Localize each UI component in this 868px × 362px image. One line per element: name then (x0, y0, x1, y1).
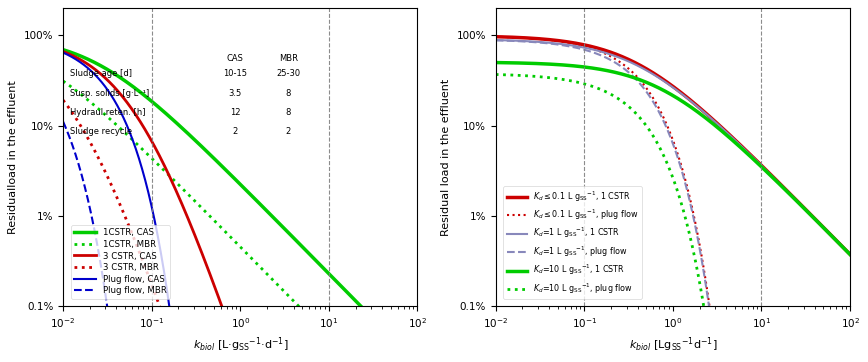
1CSTR, CAS (326, 274, 337, 279)
Line: $K_d$$\leq$0.1 L g$_\mathregular{SS}$$^{-1}$, plug flow: $K_d$$\leq$0.1 L g$_\mathregular{SS}$$^{… (496, 37, 850, 362)
$K_d$$\leq$0.1 L g$_\mathregular{SS}$$^{-1}$, plug flow (696, 253, 707, 257)
$K_d$=10 L g$_\mathregular{SS}$$^{-1}$, 1 CSTR (845, 252, 855, 257)
Plug flow, MBR (58, 119, 69, 124)
Line: $K_d$=10 L g$_\mathregular{SS}$$^{-1}$, 1 CSTR: $K_d$=10 L g$_\mathregular{SS}$$^{-1}$, … (496, 63, 850, 254)
Y-axis label: Residualload in the effluent: Residualload in the effluent (9, 80, 18, 234)
Line: Plug flow, MBR: Plug flow, MBR (63, 122, 418, 362)
Line: 3 CSTR, CAS: 3 CSTR, CAS (63, 51, 418, 362)
Line: $K_d$$\leq$0.1 L g$_\mathregular{SS}$$^{-1}$, 1 CSTR: $K_d$$\leq$0.1 L g$_\mathregular{SS}$$^{… (496, 37, 850, 254)
Text: Sludge recycle: Sludge recycle (70, 127, 132, 136)
$K_d$=10 L g$_\mathregular{SS}$$^{-1}$, 1 CSTR (696, 113, 707, 117)
Legend: $K_d$$\leq$0.1 L g$_\mathregular{SS}$$^{-1}$, 1 CSTR, $K_d$$\leq$0.1 L g$_\mathr: $K_d$$\leq$0.1 L g$_\mathregular{SS}$$^{… (503, 186, 641, 299)
Plug flow, CAS (58, 50, 69, 55)
Line: Plug flow, CAS: Plug flow, CAS (63, 52, 418, 362)
Text: 8: 8 (286, 89, 291, 98)
Line: 3 CSTR, MBR: 3 CSTR, MBR (63, 100, 418, 362)
$K_d$=10 L g$_\mathregular{SS}$$^{-1}$, plug flow (696, 291, 707, 295)
$K_d$$\leq$0.1 L g$_\mathregular{SS}$$^{-1}$, 1 CSTR (716, 125, 727, 130)
$K_d$$\leq$0.1 L g$_\mathregular{SS}$$^{-1}$, 1 CSTR (706, 115, 716, 120)
$K_d$$\leq$0.1 L g$_\mathregular{SS}$$^{-1}$, 1 CSTR (512, 35, 523, 39)
$K_d$$\leq$0.1 L g$_\mathregular{SS}$$^{-1}$, plug flow (706, 313, 716, 317)
$K_d$=1 L g$_\mathregular{SS}$$^{-1}$, 1 CSTR (716, 126, 727, 130)
Line: 1CSTR, CAS: 1CSTR, CAS (63, 50, 418, 362)
3 CSTR, MBR (58, 98, 69, 102)
Text: 10-15: 10-15 (223, 70, 247, 78)
Line: $K_d$=10 L g$_\mathregular{SS}$$^{-1}$, plug flow: $K_d$=10 L g$_\mathregular{SS}$$^{-1}$, … (496, 75, 850, 362)
$K_d$=10 L g$_\mathregular{SS}$$^{-1}$, plug flow (490, 72, 501, 77)
1CSTR, MBR (284, 294, 294, 298)
1CSTR, CAS (58, 47, 69, 52)
1CSTR, CAS (264, 211, 274, 215)
Plug flow, MBR (80, 185, 90, 189)
1CSTR, MBR (264, 274, 274, 278)
$K_d$=1 L g$_\mathregular{SS}$$^{-1}$, 1 CSTR (796, 202, 806, 207)
Text: 12: 12 (230, 108, 240, 117)
$K_d$=1 L g$_\mathregular{SS}$$^{-1}$, 1 CSTR (696, 108, 707, 112)
3 CSTR, CAS (80, 60, 90, 64)
1CSTR, CAS (363, 312, 373, 316)
Text: Sludge age [d]: Sludge age [d] (70, 70, 132, 78)
Text: Hydraul.reten. [h]: Hydraul.reten. [h] (70, 108, 146, 117)
$K_d$=10 L g$_\mathregular{SS}$$^{-1}$, 1 CSTR (512, 61, 523, 65)
Plug flow, CAS (80, 63, 90, 68)
$K_d$$\leq$0.1 L g$_\mathregular{SS}$$^{-1}$, plug flow (512, 35, 523, 40)
$K_d$=1 L g$_\mathregular{SS}$$^{-1}$, plug flow (706, 317, 716, 321)
Legend: 1CSTR, CAS, 1CSTR, MBR, 3 CSTR, CAS, 3 CSTR, MBR, Plug flow, CAS, Plug flow, MBR: 1CSTR, CAS, 1CSTR, MBR, 3 CSTR, CAS, 3 C… (71, 225, 170, 299)
1CSTR, CAS (284, 231, 294, 235)
1CSTR, MBR (58, 79, 69, 83)
Y-axis label: Residual load in the effluent: Residual load in the effluent (441, 79, 451, 236)
X-axis label: $k_{biol}$ [Lg$_\mathregular{SS}$$^{-1}$d$^{-1}$]: $k_{biol}$ [Lg$_\mathregular{SS}$$^{-1}$… (628, 335, 717, 354)
$K_d$=10 L g$_\mathregular{SS}$$^{-1}$, 1 CSTR (716, 129, 727, 133)
Text: CAS: CAS (227, 54, 243, 63)
1CSTR, MBR (326, 338, 337, 342)
$K_d$=10 L g$_\mathregular{SS}$$^{-1}$, 1 CSTR (490, 60, 501, 65)
1CSTR, CAS (273, 220, 284, 224)
$K_d$=1 L g$_\mathregular{SS}$$^{-1}$, 1 CSTR (490, 38, 501, 42)
$K_d$=1 L g$_\mathregular{SS}$$^{-1}$, plug flow (490, 38, 501, 42)
$K_d$=1 L g$_\mathregular{SS}$$^{-1}$, plug flow (512, 39, 523, 43)
Text: Susp. solids [g·L⁻¹]: Susp. solids [g·L⁻¹] (70, 89, 149, 98)
1CSTR, CAS (80, 56, 90, 60)
Text: 25-30: 25-30 (276, 70, 300, 78)
Text: 3.5: 3.5 (228, 89, 241, 98)
$K_d$=10 L g$_\mathregular{SS}$$^{-1}$, plug flow (706, 351, 716, 355)
Text: MBR: MBR (279, 54, 298, 63)
Line: $K_d$=1 L g$_\mathregular{SS}$$^{-1}$, plug flow: $K_d$=1 L g$_\mathregular{SS}$$^{-1}$, p… (496, 40, 850, 362)
$K_d$$\leq$0.1 L g$_\mathregular{SS}$$^{-1}$, 1 CSTR (845, 252, 855, 257)
Text: 2: 2 (286, 127, 291, 136)
$K_d$=10 L g$_\mathregular{SS}$$^{-1}$, plug flow (512, 73, 523, 77)
3 CSTR, MBR (80, 131, 90, 135)
1CSTR, MBR (80, 95, 90, 100)
$K_d$$\leq$0.1 L g$_\mathregular{SS}$$^{-1}$, 1 CSTR (760, 166, 770, 171)
$K_d$$\leq$0.1 L g$_\mathregular{SS}$$^{-1}$, plug flow (490, 34, 501, 39)
Line: $K_d$=1 L g$_\mathregular{SS}$$^{-1}$, 1 CSTR: $K_d$=1 L g$_\mathregular{SS}$$^{-1}$, 1… (496, 40, 850, 254)
$K_d$=1 L g$_\mathregular{SS}$$^{-1}$, 1 CSTR (512, 39, 523, 43)
X-axis label: $k_{biol}$ [L·g$_\mathregular{SS}$$^{-1}$·d$^{-1}$]: $k_{biol}$ [L·g$_\mathregular{SS}$$^{-1}… (193, 335, 288, 354)
$K_d$=1 L g$_\mathregular{SS}$$^{-1}$, 1 CSTR (845, 252, 855, 257)
1CSTR, MBR (273, 283, 284, 287)
Line: 1CSTR, MBR: 1CSTR, MBR (63, 81, 418, 362)
$K_d$$\leq$0.1 L g$_\mathregular{SS}$$^{-1}$, 1 CSTR (796, 202, 806, 207)
$K_d$=10 L g$_\mathregular{SS}$$^{-1}$, 1 CSTR (796, 203, 806, 207)
Text: 8: 8 (286, 108, 291, 117)
$K_d$=10 L g$_\mathregular{SS}$$^{-1}$, 1 CSTR (706, 120, 716, 124)
$K_d$=1 L g$_\mathregular{SS}$$^{-1}$, 1 CSTR (760, 167, 770, 171)
Text: 2: 2 (233, 127, 238, 136)
$K_d$=1 L g$_\mathregular{SS}$$^{-1}$, plug flow (696, 257, 707, 261)
$K_d$$\leq$0.1 L g$_\mathregular{SS}$$^{-1}$, 1 CSTR (490, 34, 501, 39)
$K_d$$\leq$0.1 L g$_\mathregular{SS}$$^{-1}$, 1 CSTR (696, 107, 707, 111)
3 CSTR, CAS (58, 49, 69, 54)
$K_d$=10 L g$_\mathregular{SS}$$^{-1}$, 1 CSTR (760, 168, 770, 172)
$K_d$=1 L g$_\mathregular{SS}$$^{-1}$, 1 CSTR (706, 116, 716, 120)
